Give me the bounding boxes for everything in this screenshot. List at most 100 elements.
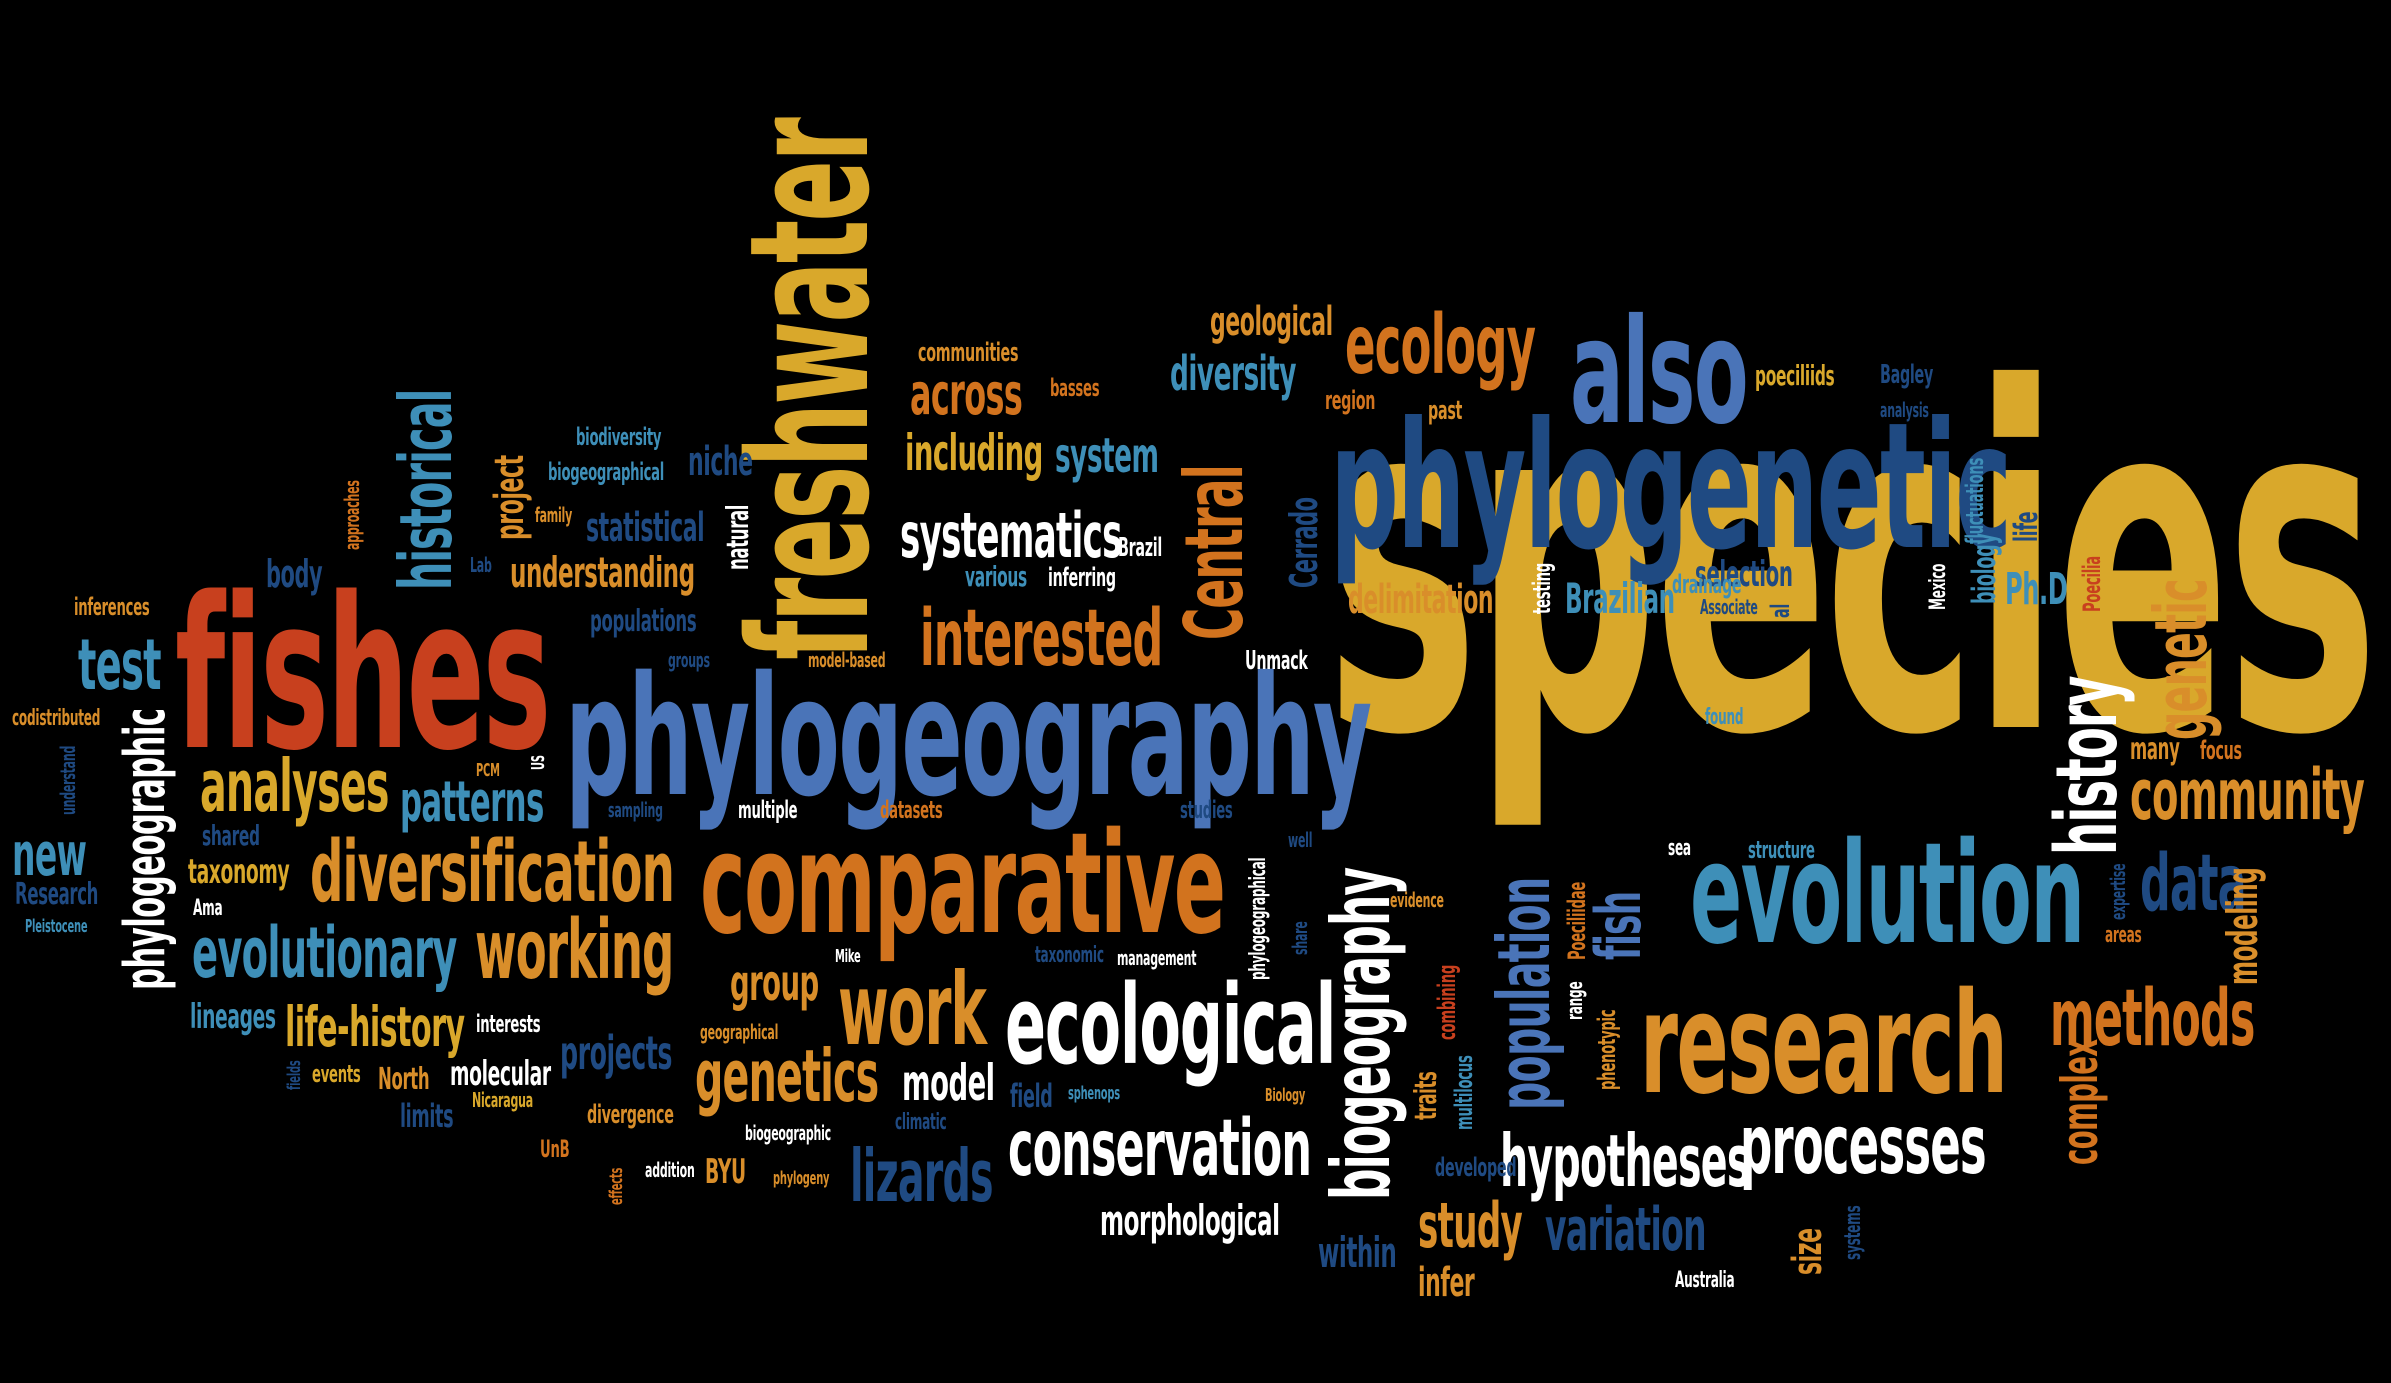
word-statistical: statistical xyxy=(586,505,705,551)
word-various: various xyxy=(965,560,1027,593)
word-divergence: divergence xyxy=(587,1100,674,1130)
word-datasets: datasets xyxy=(880,796,943,824)
word-life: life xyxy=(2007,511,2045,542)
word-combining: combining xyxy=(1433,964,1461,1040)
word-lineages: lineages xyxy=(190,997,276,1037)
word-shared: shared xyxy=(202,819,260,852)
word-expertise: expertise xyxy=(2106,863,2130,920)
word-phylogeography: phylogeography xyxy=(565,641,1372,833)
word-study: study xyxy=(1418,1189,1523,1262)
word-climatic: climatic xyxy=(895,1110,947,1135)
word-body: body xyxy=(266,552,323,596)
word-within: within xyxy=(1318,1228,1397,1277)
word-lab: Lab xyxy=(470,553,492,577)
word-research-small: Research xyxy=(15,877,99,912)
word-bagley: Bagley xyxy=(1880,360,1933,390)
word-phylogeny: phylogeny xyxy=(773,1168,830,1189)
word-systems: systems xyxy=(1841,1205,1866,1260)
word-management: management xyxy=(1117,946,1197,970)
word-multiple: multiple xyxy=(738,796,798,824)
word-mike: Mike xyxy=(835,946,861,967)
word-history: history xyxy=(2038,676,2137,855)
word-also: also xyxy=(1570,288,1749,457)
word-north: North xyxy=(378,1062,430,1097)
word-diversification: diversification xyxy=(310,823,675,922)
word-patterns: patterns xyxy=(400,770,544,835)
word-test: test xyxy=(78,624,162,706)
word-pcm: PCM xyxy=(476,760,500,781)
word-central: Central xyxy=(1168,465,1261,640)
word-australia: Australia xyxy=(1675,1268,1735,1293)
word-system: system xyxy=(1055,428,1159,484)
word-fish: fish xyxy=(1582,891,1655,960)
word-evolutionary: evolutionary xyxy=(192,912,457,994)
word-groups: groups xyxy=(668,648,710,672)
word-byu: BYU xyxy=(705,1152,746,1192)
word-addition: addition xyxy=(645,1158,695,1182)
word-variation: variation xyxy=(1545,1195,1707,1265)
word-working: working xyxy=(475,903,674,998)
word-brazilian: Brazilian xyxy=(1565,574,1675,623)
word-developed: developed xyxy=(1435,1153,1517,1183)
word-including: including xyxy=(905,424,1043,482)
word-evolution: evolution xyxy=(1690,813,2085,976)
word-model-based: model-based xyxy=(808,648,886,672)
word-work: work xyxy=(838,951,987,1068)
word-poecilia: Poecilia xyxy=(2078,556,2106,612)
word-research: research xyxy=(1640,963,2008,1126)
word-project: project xyxy=(487,455,533,540)
word-focus: focus xyxy=(2200,736,2242,766)
word-diversity: diversity xyxy=(1170,346,1296,402)
word-natural: natural xyxy=(721,504,756,570)
word-sampling: sampling xyxy=(608,798,663,822)
word-cerrado: Cerrado xyxy=(1282,497,1326,588)
word-testing: testing xyxy=(1528,563,1556,614)
word-share: share xyxy=(1288,921,1312,955)
word-across: across xyxy=(910,360,1023,428)
word-geographical: geographical xyxy=(700,1020,779,1044)
word-phylogeographic: phylogeographic xyxy=(113,708,178,990)
word-geological: geological xyxy=(1210,299,1333,345)
word-inferences: inferences xyxy=(74,593,150,621)
word-evidence: evidence xyxy=(1390,888,1444,912)
word-life-history: life-history xyxy=(285,995,465,1059)
word-processes: processes xyxy=(1740,1098,1987,1193)
word-sea: sea xyxy=(1668,836,1691,861)
word-inferring: inferring xyxy=(1048,563,1116,593)
word-ph-d: Ph.D xyxy=(2005,564,2068,615)
word-many: many xyxy=(2130,732,2180,767)
word-brazil: Brazil xyxy=(1118,533,1163,563)
word-codistributed: codistributed xyxy=(12,706,101,731)
word-biogeography: biogeography xyxy=(1315,867,1408,1200)
word-phylogenetic: phylogenetic xyxy=(1330,386,2012,589)
word-model: model xyxy=(902,1054,995,1112)
word-pleistocene: Pleistocene xyxy=(25,916,88,937)
word-sphenops: sphenops xyxy=(1068,1083,1120,1104)
word-fishes: fishes xyxy=(175,552,551,797)
word-systematics: systematics xyxy=(900,499,1122,572)
word-field: field xyxy=(1010,1077,1053,1115)
word-new: new xyxy=(12,820,87,890)
word-events: events xyxy=(312,1060,361,1088)
word-multilocus: multilocus xyxy=(1450,1055,1478,1130)
word-comparative: comparative xyxy=(700,803,1226,966)
word-historical: historical xyxy=(384,389,468,590)
word-biology: biology xyxy=(1965,533,2003,604)
word-infer: infer xyxy=(1418,1260,1475,1306)
word-projects: projects xyxy=(560,1026,672,1080)
word-mexico: Mexico xyxy=(1926,563,1951,610)
word-approaches: approaches xyxy=(340,480,364,550)
word-community: community xyxy=(2130,754,2365,836)
word-region: region xyxy=(1325,386,1376,416)
word-methods: methods xyxy=(2050,974,2255,1064)
word-ama: Ama xyxy=(193,896,223,921)
word-delimitation: delimitation xyxy=(1348,577,1494,623)
word-hypotheses: hypotheses xyxy=(1500,1119,1750,1203)
word-selection: selection xyxy=(1695,554,1793,595)
word-family: family xyxy=(535,503,573,527)
word-fields: fields xyxy=(284,1060,305,1090)
word-phenotypic: phenotypic xyxy=(1593,1009,1621,1090)
word-freshwater: freshwater xyxy=(714,118,906,660)
word-understanding: understanding xyxy=(510,548,695,597)
